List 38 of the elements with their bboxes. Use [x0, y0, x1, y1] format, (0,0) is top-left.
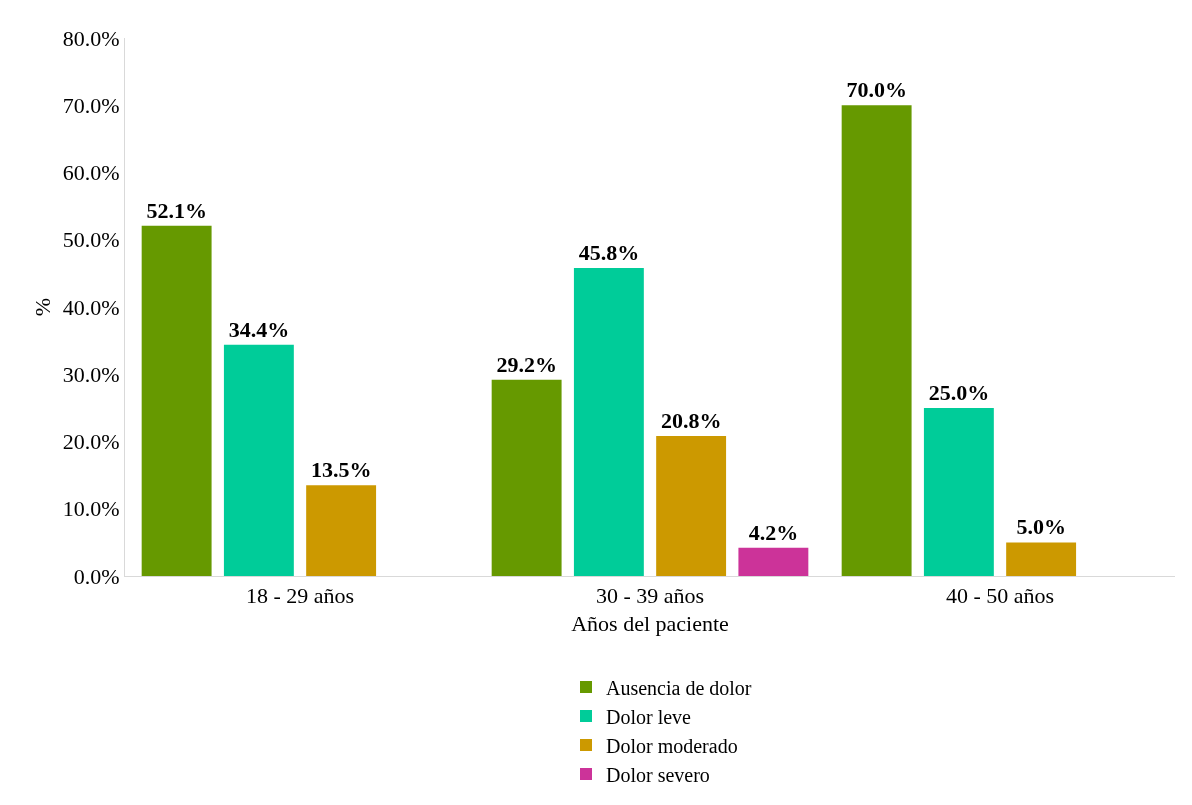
bar: [841, 105, 912, 576]
data-label: 20.8%: [660, 408, 722, 434]
y-axis-title: %: [29, 297, 55, 317]
legend-label: Dolor severo: [606, 763, 710, 786]
bar: [223, 344, 294, 576]
y-tick-label: 0.0%: [73, 563, 120, 589]
bar: [573, 268, 644, 576]
legend-label: Ausencia de dolor: [606, 676, 752, 699]
y-tick-label: 30.0%: [62, 361, 120, 387]
y-tick-label: 80.0%: [62, 25, 120, 51]
y-tick-label: 20.0%: [62, 429, 120, 455]
x-tick-label: 30 - 39 años: [595, 583, 705, 609]
data-label: 4.2%: [748, 519, 799, 545]
legend-label: Dolor moderado: [606, 734, 738, 757]
bar: [738, 547, 809, 576]
y-tick-label: 10.0%: [62, 496, 120, 522]
legend-label: Dolor leve: [606, 705, 692, 728]
bar: [491, 379, 562, 576]
x-axis-title: Años del paciente: [571, 611, 729, 637]
y-tick-label: 50.0%: [62, 227, 120, 253]
bar: [923, 407, 994, 576]
y-tick-label: 60.0%: [62, 160, 120, 186]
data-label: 5.0%: [1016, 514, 1066, 540]
x-tick-label: 40 - 50 años: [945, 583, 1055, 609]
data-label: 25.0%: [928, 379, 990, 405]
data-label: 70.0%: [846, 77, 907, 103]
data-label: 13.5%: [310, 457, 372, 483]
bar: [141, 225, 212, 576]
data-label: 34.4%: [228, 316, 290, 342]
data-label: 45.8%: [578, 240, 640, 265]
data-label: 29.2%: [496, 351, 557, 377]
bar: [656, 436, 727, 576]
data-label: 52.1%: [146, 197, 207, 223]
y-tick-label: 70.0%: [62, 92, 120, 118]
bar: [306, 485, 377, 576]
x-tick-label: 18 - 29 años: [245, 583, 355, 609]
y-tick-label: 40.0%: [62, 294, 120, 320]
bar: [1006, 542, 1077, 576]
